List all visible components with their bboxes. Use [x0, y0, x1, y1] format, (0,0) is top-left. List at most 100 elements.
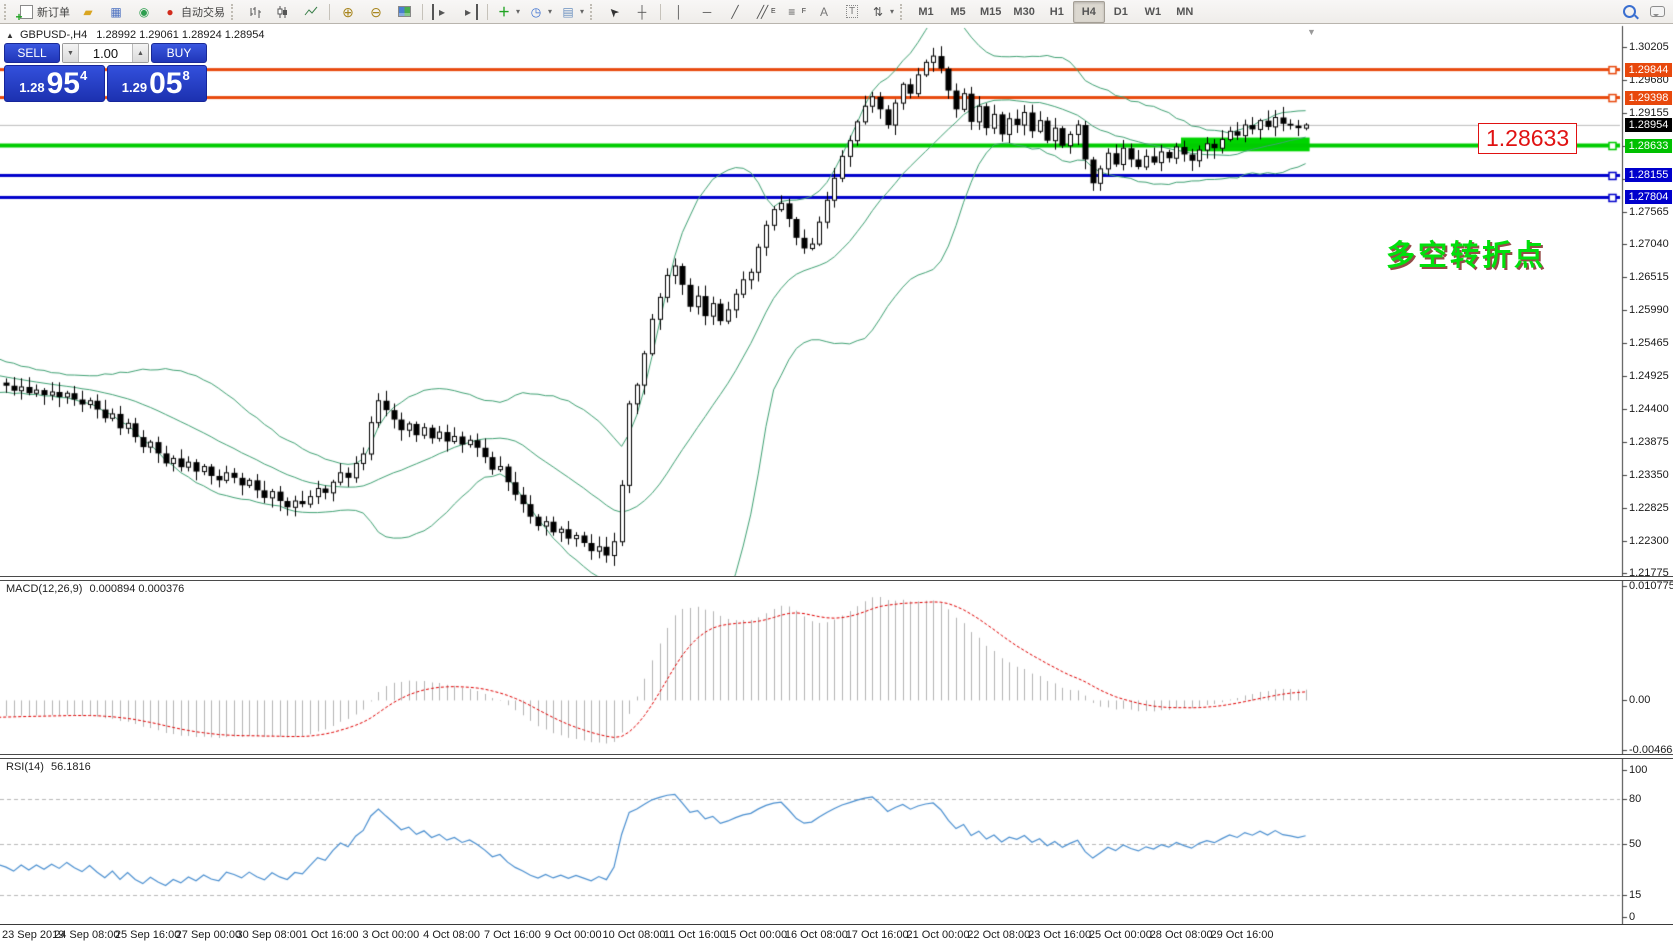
auto-scroll-button[interactable]: ▸ — [427, 1, 455, 23]
volume-down-button[interactable]: ▼ — [63, 44, 79, 62]
price-tick: 1.27565 — [1629, 205, 1669, 218]
cursor-button[interactable]: ➤ — [600, 1, 628, 23]
timeframe-m5[interactable]: M5 — [950, 5, 966, 18]
vertical-line-icon: │ — [675, 4, 683, 19]
sell-price-whole: 1.28 — [19, 80, 45, 95]
chart-shift-marker[interactable]: ▼ — [1307, 27, 1316, 37]
profiles-button[interactable]: ▰ — [74, 1, 102, 23]
timeframe-group: M1 M5 M15 M30 H1 H4 D1 W1 MN — [910, 0, 1201, 23]
price-line-tag: 1.27804 — [1625, 190, 1672, 205]
crosshair-icon: ┼ — [637, 4, 647, 19]
toolbar-grip — [231, 3, 237, 20]
crosshair-button[interactable]: ┼ — [628, 1, 656, 23]
caret-icon: ▾ — [580, 7, 585, 16]
time-axis-label: 21 Oct 00:00 — [906, 929, 970, 941]
toolbar-grip — [590, 3, 596, 20]
data-window-button[interactable]: ▦ — [102, 1, 130, 23]
pane-separator-macd[interactable] — [0, 576, 1673, 581]
zoom-in-button[interactable]: ⊕ — [334, 1, 362, 23]
new-order-icon: + — [16, 4, 34, 23]
text-icon: A — [819, 4, 828, 19]
price-tick: 1.30205 — [1629, 41, 1669, 53]
price-line-tag: 1.28633 — [1625, 138, 1672, 153]
ohlc-values: 1.28992 1.29061 1.28924 1.28954 — [96, 29, 265, 41]
timeframe-d1[interactable]: D1 — [1113, 5, 1128, 18]
sell-price-pipette: 4 — [79, 68, 88, 83]
rsi-axis-tick: 50 — [1629, 837, 1642, 850]
chart-ohlc-title: ▲ GBPUSD-,H4 1.28992 1.29061 1.28924 1.2… — [6, 29, 265, 41]
price-tick: 1.29680 — [1629, 73, 1669, 86]
time-axis-label: 27 Sep 00:00 — [175, 929, 242, 941]
time-axis-label: 28 Oct 08:00 — [1149, 929, 1213, 941]
volume-spinner: ▼ 1.00 ▲ — [62, 43, 149, 63]
line-chart-button[interactable] — [297, 1, 325, 23]
chat-button[interactable] — [1643, 1, 1671, 23]
timeframe-h4[interactable]: H4 — [1072, 0, 1105, 23]
volume-value[interactable]: 1.00 — [92, 45, 119, 61]
periods-button[interactable]: ◷ ▾ — [524, 1, 556, 23]
collapse-arrow-icon[interactable]: ▲ — [6, 31, 14, 40]
text-label-button[interactable]: T — [838, 1, 866, 23]
macd-name: MACD(12,26,9) — [6, 583, 83, 595]
channel-button[interactable]: ╱╱ E — [749, 1, 780, 23]
zoom-out-button[interactable]: ⊖ — [362, 1, 390, 23]
text-button[interactable]: A — [810, 1, 838, 23]
time-axis[interactable] — [0, 924, 1673, 945]
price-tick: 1.29155 — [1629, 106, 1669, 119]
rsi-value: 56.1816 — [50, 761, 91, 773]
sell-price-box[interactable]: 1.28 95 4 — [4, 65, 105, 102]
cursor-icon: ➤ — [605, 2, 623, 21]
vertical-line-button[interactable]: │ — [665, 1, 693, 23]
channel-icon: ╱╱ — [756, 4, 768, 19]
timeframe-m1[interactable]: M1 — [918, 5, 934, 18]
symbol-period-label: GBPUSD-,H4 — [19, 29, 88, 41]
search-button[interactable] — [1615, 1, 1643, 23]
add-indicator-button[interactable]: ＋ ▾ — [492, 1, 524, 23]
timeframe-w1[interactable]: W1 — [1144, 5, 1162, 18]
fibonacci-icon: ≡ — [788, 4, 796, 19]
toolbar-separator — [487, 3, 488, 20]
price-tick: 1.25465 — [1629, 337, 1669, 350]
chinese-annotation[interactable]: 多空转折点 — [1386, 240, 1547, 272]
rsi-axis-tick: 80 — [1629, 793, 1642, 806]
price-callout-box[interactable]: 1.28633 — [1478, 123, 1578, 154]
candlestick-button[interactable] — [269, 1, 297, 23]
auto-scroll-icon: ▸ — [432, 3, 450, 20]
timeframe-m15[interactable]: M15 — [980, 5, 1002, 18]
fibonacci-button[interactable]: ≡ F — [780, 1, 810, 23]
new-order-button[interactable]: + 新订单 — [14, 1, 74, 23]
chart-shift-icon: ▸ — [460, 3, 478, 20]
auto-trading-label: 自动交易 — [181, 6, 225, 19]
price-tick: 1.25990 — [1629, 304, 1669, 317]
trendline-button[interactable]: ╱ — [721, 1, 749, 23]
sound-button[interactable]: ◉ — [130, 1, 158, 23]
templates-button[interactable]: ▤ ▾ — [556, 1, 588, 23]
time-axis-label: 11 Oct 16:00 — [663, 929, 726, 941]
horizontal-line-button[interactable]: ─ — [693, 1, 721, 23]
toolbar-grip — [4, 3, 10, 20]
add-indicator-icon: ＋ — [497, 4, 510, 19]
bar-chart-button[interactable] — [241, 1, 269, 23]
timeframe-mn[interactable]: MN — [1176, 5, 1194, 18]
pane-separator-rsi[interactable] — [0, 754, 1673, 759]
auto-trading-icon: ● — [166, 4, 174, 19]
sell-button[interactable]: SELL — [4, 43, 60, 63]
chart-shift-button[interactable]: ▸ — [455, 1, 483, 23]
timeframe-m30[interactable]: M30 — [1013, 5, 1035, 18]
auto-trading-button[interactable]: ● 自动交易 — [158, 1, 229, 23]
price-tick: 1.26515 — [1629, 271, 1669, 284]
clock-icon: ◷ — [530, 4, 542, 19]
buy-price-pipette: 8 — [182, 68, 190, 83]
tile-windows-button[interactable] — [390, 1, 418, 23]
price-line-tag: 1.29844 — [1625, 62, 1672, 77]
zoom-out-icon: ⊖ — [370, 3, 382, 20]
time-axis-label: 17 Oct 16:00 — [845, 929, 909, 941]
price-tick: 1.22300 — [1629, 534, 1669, 547]
buy-button[interactable]: BUY — [151, 43, 207, 63]
timeframe-h1[interactable]: H1 — [1049, 5, 1064, 18]
arrows-button[interactable]: ⇅ ▾ — [866, 1, 898, 23]
volume-up-button[interactable]: ▲ — [132, 44, 148, 62]
buy-price-box[interactable]: 1.29 05 8 — [106, 65, 207, 102]
